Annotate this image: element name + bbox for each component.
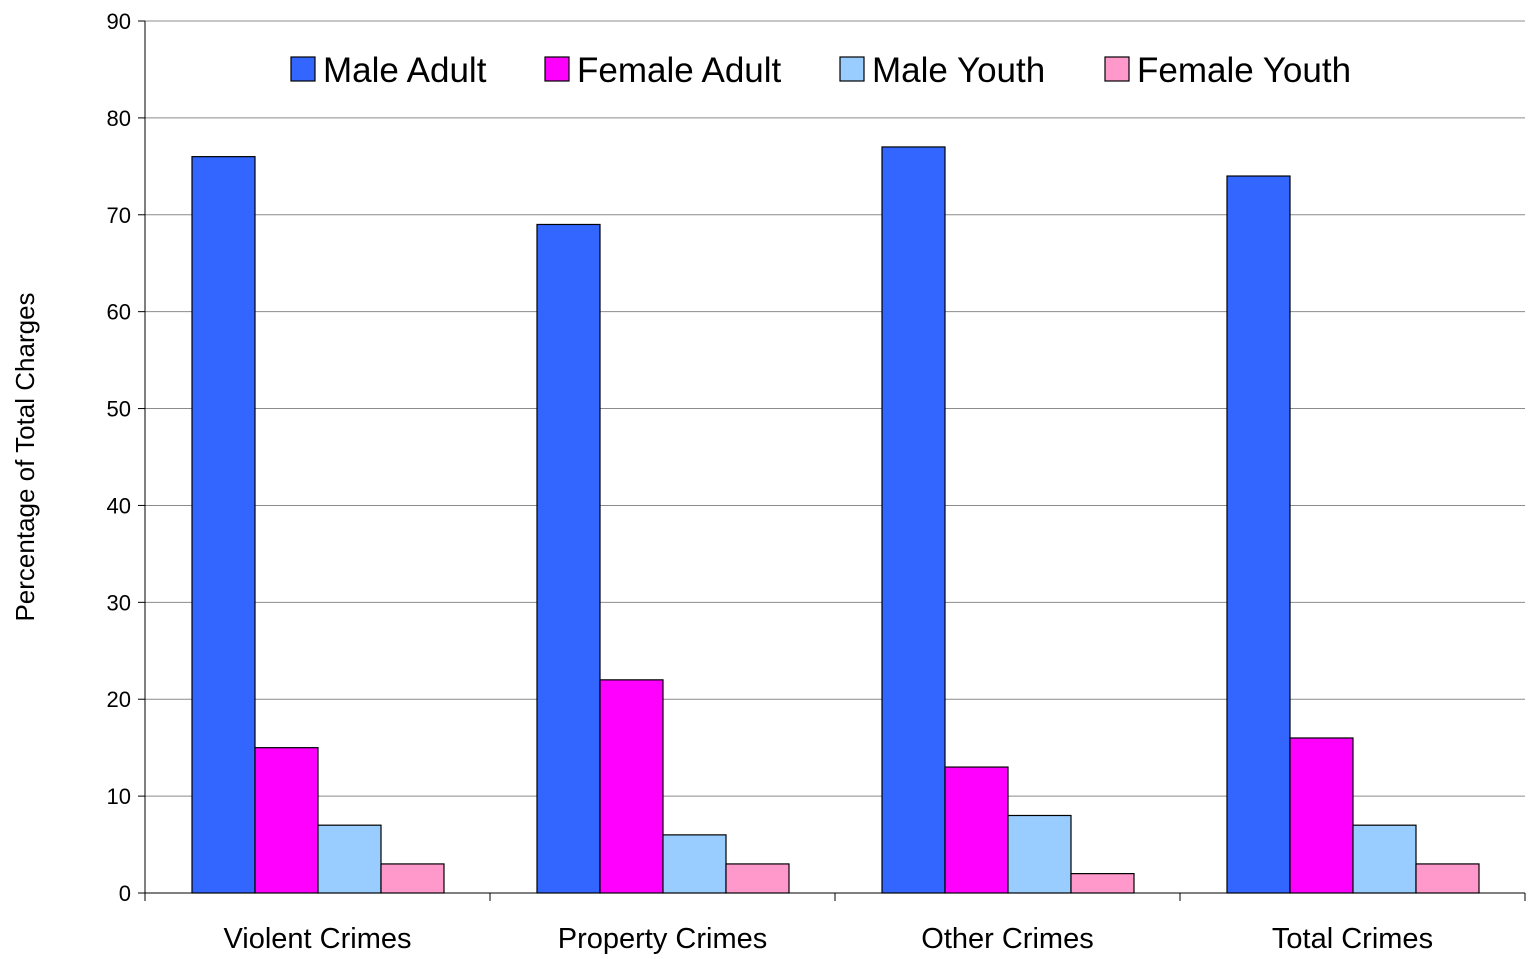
bar-female-adult [599, 679, 664, 894]
legend-label: Male Youth [872, 51, 1045, 90]
x-axis-ticks [144, 893, 1526, 901]
bar-female-adult [254, 747, 319, 894]
bar-male-youth [1352, 824, 1417, 894]
y-tick-label: 0 [119, 881, 131, 906]
y-tick-label: 20 [107, 687, 131, 712]
bar-female-youth [1415, 863, 1480, 894]
bar-female-youth [1070, 873, 1135, 894]
legend-swatch [839, 56, 865, 82]
bars [191, 146, 1480, 894]
y-axis-labels: 0 10 20 30 40 50 60 70 80 90 [107, 9, 131, 906]
legend-swatch [544, 56, 570, 82]
bar-female-youth [380, 863, 445, 894]
y-tick-label: 70 [107, 203, 131, 228]
legend-label: Female Adult [577, 51, 782, 90]
bar-female-youth [725, 863, 790, 894]
bar-female-adult [944, 766, 1009, 894]
legend-label: Male Adult [323, 51, 487, 90]
y-tick-label: 10 [107, 784, 131, 809]
y-tick-label: 30 [107, 590, 131, 615]
bar-male-youth [1007, 814, 1072, 894]
y-tick-label: 50 [107, 397, 131, 422]
y-tick-label: 80 [107, 106, 131, 131]
legend-swatch [290, 56, 316, 82]
x-category-label: Other Crimes [921, 923, 1093, 955]
bar-male-adult [536, 223, 601, 894]
bar-male-adult [1226, 175, 1291, 894]
x-axis-labels: Violent Crimes Property Crimes Other Crime… [223, 923, 1433, 955]
y-tick-label: 40 [107, 493, 131, 518]
legend-swatch [1104, 56, 1130, 82]
y-axis-ticks [138, 20, 145, 894]
bar-male-adult [881, 146, 946, 894]
y-tick-label: 90 [107, 9, 131, 34]
legend-label: Female Youth [1137, 51, 1351, 90]
bar-male-adult [191, 156, 256, 894]
x-category-label: Total Crimes [1272, 923, 1433, 955]
x-category-label: Violent Crimes [223, 923, 411, 955]
bar-female-adult [1289, 737, 1354, 894]
gridlines [145, 20, 1525, 797]
x-category-label: Property Crimes [558, 923, 768, 955]
bar-male-youth [662, 834, 727, 894]
y-axis-title: Percentage of Total Charges [10, 292, 40, 621]
legend: Male Adult Female Adult Male Youth Female Y… [290, 51, 1351, 90]
bar-male-youth [317, 824, 382, 894]
y-tick-label: 60 [107, 300, 131, 325]
